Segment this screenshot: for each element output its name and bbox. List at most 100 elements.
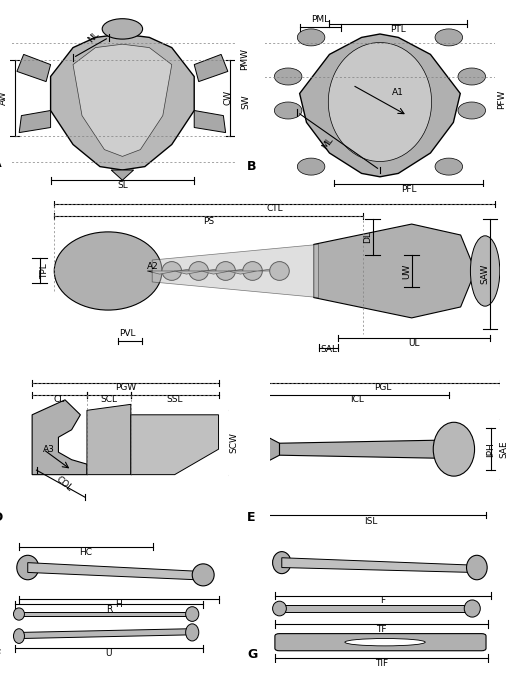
Text: E: E (247, 511, 256, 524)
Ellipse shape (242, 262, 262, 280)
Polygon shape (201, 271, 230, 274)
Ellipse shape (274, 68, 301, 85)
Text: AW: AW (0, 90, 8, 105)
Ellipse shape (457, 68, 485, 85)
Text: SAE: SAE (499, 441, 508, 458)
Polygon shape (27, 562, 196, 580)
Text: PVL: PVL (119, 329, 136, 338)
Polygon shape (87, 405, 131, 475)
Ellipse shape (434, 29, 462, 46)
Polygon shape (73, 44, 172, 156)
Text: SL: SL (117, 182, 128, 190)
Text: COL: COL (54, 475, 74, 493)
Text: SAW: SAW (479, 264, 488, 284)
Text: SCW: SCW (229, 432, 238, 453)
Polygon shape (147, 271, 176, 274)
Polygon shape (174, 271, 203, 274)
Text: ML: ML (320, 136, 334, 152)
Ellipse shape (215, 262, 235, 280)
Text: CTL: CTL (266, 204, 282, 213)
Polygon shape (281, 558, 471, 573)
Text: D: D (0, 511, 3, 524)
Ellipse shape (162, 262, 181, 280)
Text: PML: PML (310, 15, 329, 24)
Polygon shape (313, 224, 474, 318)
Ellipse shape (434, 158, 462, 175)
Ellipse shape (185, 607, 199, 622)
Polygon shape (21, 629, 190, 639)
Ellipse shape (274, 102, 301, 119)
Text: PTL: PTL (390, 25, 405, 34)
Ellipse shape (272, 551, 291, 574)
Polygon shape (257, 268, 286, 271)
Text: G: G (247, 648, 257, 661)
Polygon shape (203, 268, 233, 271)
Text: SW: SW (241, 95, 250, 109)
FancyBboxPatch shape (274, 634, 485, 651)
Text: R: R (105, 605, 112, 614)
Text: PGW: PGW (115, 384, 136, 392)
Polygon shape (111, 170, 133, 180)
Ellipse shape (297, 158, 324, 175)
Ellipse shape (102, 18, 143, 39)
Ellipse shape (328, 42, 431, 162)
Ellipse shape (13, 629, 24, 643)
Text: UW: UW (401, 263, 410, 279)
Text: SSL: SSL (166, 395, 183, 405)
Ellipse shape (457, 102, 485, 119)
Ellipse shape (13, 608, 24, 620)
Text: ISL: ISL (364, 517, 377, 526)
Text: A2: A2 (147, 262, 159, 271)
Text: CL: CL (54, 395, 65, 405)
Text: PS: PS (203, 217, 214, 226)
Ellipse shape (463, 600, 479, 617)
Text: TIF: TIF (374, 659, 387, 668)
Text: PFW: PFW (496, 90, 505, 109)
Text: ICL: ICL (350, 395, 364, 405)
Ellipse shape (469, 236, 499, 306)
Ellipse shape (188, 262, 208, 280)
Text: U: U (105, 649, 112, 658)
Text: TF: TF (376, 625, 386, 634)
Polygon shape (268, 437, 279, 461)
Ellipse shape (269, 262, 289, 280)
Ellipse shape (272, 601, 286, 616)
Text: PFL: PFL (400, 185, 415, 194)
Polygon shape (279, 605, 471, 611)
Text: DL: DL (362, 231, 371, 243)
Text: PGL: PGL (373, 384, 391, 392)
Ellipse shape (192, 564, 214, 586)
Text: SAL: SAL (319, 345, 336, 354)
Polygon shape (19, 110, 50, 133)
Polygon shape (176, 268, 206, 271)
Text: HC: HC (79, 547, 92, 556)
Polygon shape (32, 400, 87, 475)
Polygon shape (50, 34, 194, 170)
Polygon shape (194, 54, 228, 82)
Text: CW: CW (223, 90, 232, 105)
Polygon shape (230, 268, 260, 271)
Polygon shape (256, 435, 268, 464)
Polygon shape (228, 271, 257, 274)
Text: H: H (115, 600, 122, 609)
Text: F: F (379, 596, 385, 605)
Ellipse shape (344, 639, 425, 646)
Polygon shape (17, 54, 50, 82)
Ellipse shape (433, 422, 474, 476)
Polygon shape (21, 611, 190, 617)
Text: TPL: TPL (40, 263, 49, 279)
Text: A1: A1 (391, 88, 403, 97)
Text: A3: A3 (43, 445, 55, 454)
Text: IPH: IPH (485, 442, 494, 456)
Polygon shape (279, 440, 435, 458)
Ellipse shape (185, 624, 199, 641)
Polygon shape (194, 110, 225, 133)
Text: UL: UL (408, 339, 419, 347)
Polygon shape (299, 34, 460, 177)
Ellipse shape (297, 29, 324, 46)
Polygon shape (131, 415, 218, 475)
Polygon shape (152, 244, 318, 298)
Text: PMW: PMW (240, 48, 249, 71)
Text: F: F (0, 648, 1, 661)
Text: A: A (0, 156, 2, 169)
